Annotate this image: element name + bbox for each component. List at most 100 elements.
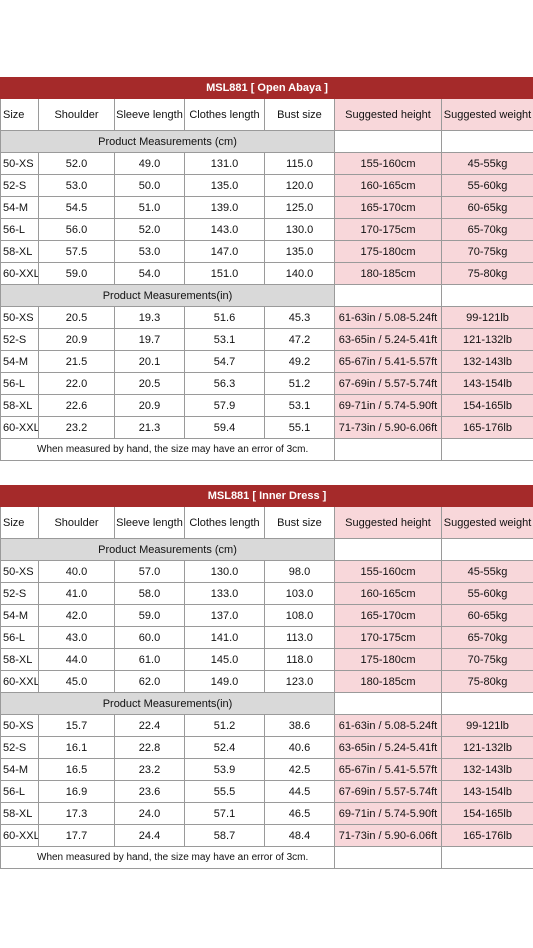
table-cell: 60-XXL	[0, 262, 39, 285]
table-cell: 125.0	[264, 196, 335, 219]
table-cell: 69-71in / 5.74-5.90ft	[334, 394, 442, 417]
table-cell: 137.0	[184, 604, 265, 627]
table-cell: 132-143lb	[440, 758, 533, 781]
table-cell: 70-75kg	[440, 648, 533, 671]
table-cell: 160-165cm	[334, 582, 442, 605]
column-header: Suggested weight	[440, 98, 533, 131]
table-cell: 53.1	[264, 394, 335, 417]
table-cell: 22.4	[114, 714, 185, 737]
table-cell: 20.9	[114, 394, 185, 417]
table-cell: 75-80kg	[440, 262, 533, 285]
table-cell: 54-M	[0, 758, 39, 781]
table-cell: 113.0	[264, 626, 335, 649]
table-cell: 20.9	[38, 328, 115, 351]
table-cell: 53.0	[38, 174, 115, 197]
table-cell: 53.9	[184, 758, 265, 781]
table-row: 56-L 22.0 20.5 56.3 51.2 67-69in / 5.57-5.74f…	[0, 372, 533, 395]
table-cell: 133.0	[184, 582, 265, 605]
table-cell: 40.0	[38, 560, 115, 583]
table-cell: 170-175cm	[334, 626, 442, 649]
table-cell: 47.2	[264, 328, 335, 351]
table-cell: 58-XL	[0, 802, 39, 825]
table-cell: 15.7	[38, 714, 115, 737]
table-cell: 143.0	[184, 218, 265, 241]
column-header: Bust size	[264, 98, 335, 131]
table-row: 52-S 20.9 19.7 53.1 47.2 63-65in / 5.24-5.41f…	[0, 328, 533, 351]
table-cell: 50-XS	[0, 152, 39, 175]
table-cell: 65-67in / 5.41-5.57ft	[334, 758, 442, 781]
section-header: Product Measurements(in)	[0, 284, 335, 307]
table-row: 50-XS 40.0 57.0 130.0 98.0 155-160cm 45-55kg	[0, 560, 533, 583]
column-header: Sleeve length	[114, 506, 185, 539]
table-cell: 52-S	[0, 736, 39, 759]
table-cell: 20.1	[114, 350, 185, 373]
table-cell: 16.5	[38, 758, 115, 781]
table-cell: 58.7	[184, 824, 265, 847]
table-row: 54-M 16.5 23.2 53.9 42.5 65-67in / 5.41-5.57f…	[0, 758, 533, 781]
table-cell: 121-132lb	[440, 736, 533, 759]
table-row: 60-XXL 23.2 21.3 59.4 55.1 71-73in / 5.90-6.0…	[0, 416, 533, 439]
table-cell: 57.9	[184, 394, 265, 417]
column-header: Sleeve length	[114, 98, 185, 131]
table-cell: 42.0	[38, 604, 115, 627]
column-header: Suggested weight	[440, 506, 533, 539]
table-cell: 121-132lb	[440, 328, 533, 351]
table-cell: 55-60kg	[440, 582, 533, 605]
table-cell: 56.0	[38, 218, 115, 241]
table-cell: 140.0	[264, 262, 335, 285]
table-row: 54-M 42.0 59.0 137.0 108.0 165-170cm 60-65kg	[0, 604, 533, 627]
table-cell: 143-154lb	[440, 372, 533, 395]
table-cell: 51.2	[184, 714, 265, 737]
table-row: 50-XS 52.0 49.0 131.0 115.0 155-160cm 45-55kg	[0, 152, 533, 175]
table-cell: 65-70kg	[440, 626, 533, 649]
open-abaya-size-table: MSL881 [ Open Abaya ] Size Shoulder Sleeve …	[0, 77, 533, 483]
table-cell: 52.0	[38, 152, 115, 175]
table-cell: 45.0	[38, 670, 115, 693]
table-cell: 40.6	[264, 736, 335, 759]
table-cell: 63-65in / 5.24-5.41ft	[334, 328, 442, 351]
table-row: 54-M 21.5 20.1 54.7 49.2 65-67in / 5.41-5.57f…	[0, 350, 533, 373]
table-cell: 59.0	[114, 604, 185, 627]
column-header: Bust size	[264, 506, 335, 539]
table-cell: 58-XL	[0, 394, 39, 417]
table-cell: 52.0	[114, 218, 185, 241]
table-cell: 45-55kg	[440, 152, 533, 175]
table-cell: 59.0	[38, 262, 115, 285]
table-cell: 60.0	[114, 626, 185, 649]
table-cell: 56.3	[184, 372, 265, 395]
table-cell: 131.0	[184, 152, 265, 175]
table-cell: 19.7	[114, 328, 185, 351]
table-cell: 23.2	[114, 758, 185, 781]
table-cell: 65-70kg	[440, 218, 533, 241]
table-cell: 60-XXL	[0, 416, 39, 439]
table-cell: 63-65in / 5.24-5.41ft	[334, 736, 442, 759]
column-header: Suggested height	[334, 506, 442, 539]
table-cell: 54-M	[0, 350, 39, 373]
table-cell: 55.5	[184, 780, 265, 803]
table-cell: 175-180cm	[334, 648, 442, 671]
table-cell: 44.5	[264, 780, 335, 803]
column-header: Clothes length	[184, 506, 265, 539]
column-header: Shoulder	[38, 506, 115, 539]
table-row: 60-XXL 45.0 62.0 149.0 123.0 180-185cm 75-80kg	[0, 670, 533, 693]
table-cell: 135.0	[264, 240, 335, 263]
table-cell: 17.7	[38, 824, 115, 847]
table-cell: 46.5	[264, 802, 335, 825]
table-cell: 61-63in / 5.08-5.24ft	[334, 306, 442, 329]
section-header: Product Measurements (cm)	[0, 538, 335, 561]
table-cell: 180-185cm	[334, 670, 442, 693]
table-cell: 67-69in / 5.57-5.74ft	[334, 372, 442, 395]
table-row: 52-S 41.0 58.0 133.0 103.0 160-165cm 55-60kg	[0, 582, 533, 605]
table-cell: 45-55kg	[440, 560, 533, 583]
table-cell: 130.0	[184, 560, 265, 583]
table-cell: 149.0	[184, 670, 265, 693]
table-cell: 22.8	[114, 736, 185, 759]
table-cell: 51.2	[264, 372, 335, 395]
table-cell: 58-XL	[0, 648, 39, 671]
table-cell: 54.7	[184, 350, 265, 373]
table-cell: 99-121lb	[440, 714, 533, 737]
measurement-note: When measured by hand, the size may have…	[0, 846, 335, 869]
table-cell: 108.0	[264, 604, 335, 627]
table-cell: 53.0	[114, 240, 185, 263]
table-row: 54-M 54.5 51.0 139.0 125.0 165-170cm 60-65kg	[0, 196, 533, 219]
